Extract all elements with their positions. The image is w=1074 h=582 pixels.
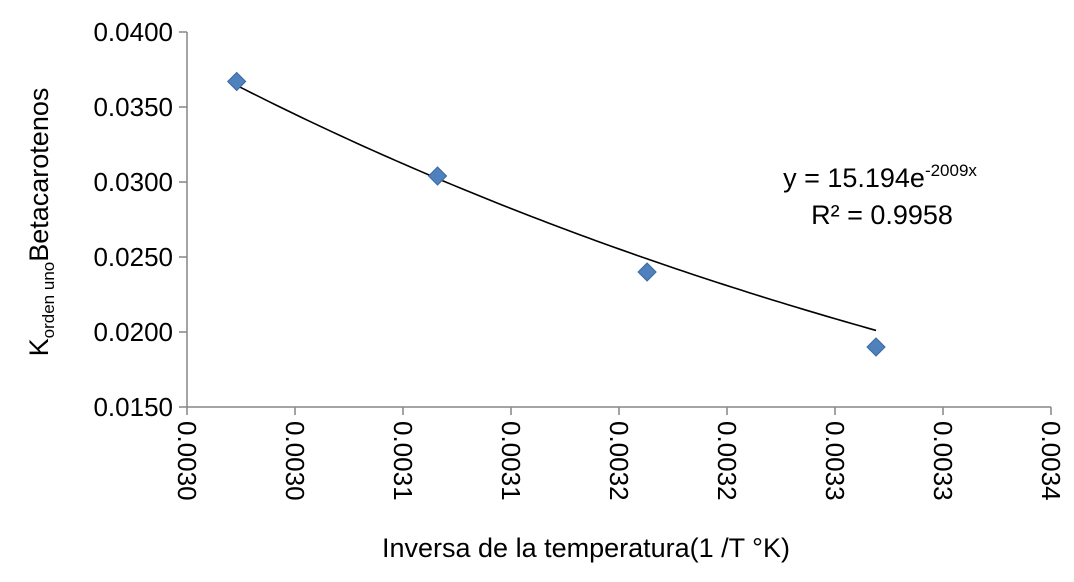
data-point-diamond xyxy=(637,262,657,282)
data-point-diamond xyxy=(226,71,247,92)
data-points xyxy=(226,71,886,357)
y-axis-title-subscript: orden uno xyxy=(39,262,58,339)
trendline-equation: y = 15.194e-2009x xyxy=(783,161,977,193)
equation-exponent: -2009x xyxy=(925,161,977,180)
y-tick-label: 0.0350 xyxy=(93,92,173,122)
y-tick-label: 0.0300 xyxy=(93,167,173,197)
x-tick-label: 0.0033 xyxy=(928,421,958,501)
axes: 0.0150 0.0200 0.0250 0.0300 0.0350 0.0400 0.00… xyxy=(93,17,1066,501)
x-tick-label: 0.0033 xyxy=(820,421,850,501)
y-tick-label: 0.0250 xyxy=(93,242,173,272)
equation-base: y = 15.194e xyxy=(783,163,925,193)
y-tick-label: 0.0400 xyxy=(93,17,173,47)
y-axis-title-main: K xyxy=(24,338,54,356)
x-tick-label: 0.0030 xyxy=(172,421,202,501)
y-axis-title: Korden unoBetacarotenos xyxy=(24,88,58,357)
r-squared-label: R² = 0.9958 xyxy=(811,200,953,230)
x-tick-label: 0.0031 xyxy=(388,421,418,501)
y-tick-label: 0.0150 xyxy=(93,392,173,422)
x-tick-label: 0.0030 xyxy=(280,421,310,501)
exponential-trendline xyxy=(236,84,877,332)
y-axis-title-rest: Betacarotenos xyxy=(24,88,54,262)
data-point-diamond xyxy=(866,337,886,357)
y-tick-label: 0.0200 xyxy=(93,317,173,347)
x-tick-label: 0.0032 xyxy=(712,421,742,501)
data-point-diamond xyxy=(427,166,448,186)
x-tick-label: 0.0031 xyxy=(496,421,526,501)
x-tick-label: 0.0032 xyxy=(604,421,634,501)
x-tick-label: 0.0034 xyxy=(1036,421,1066,501)
trendline-layer xyxy=(236,84,877,332)
x-axis-title: Inversa de la temperatura(1 /T °K) xyxy=(382,533,790,563)
